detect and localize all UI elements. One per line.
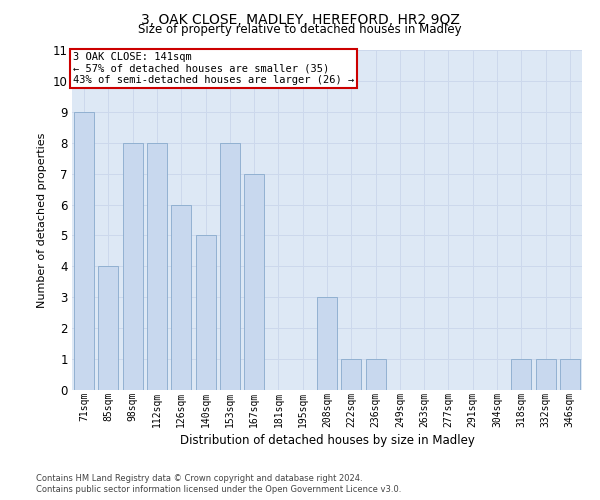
Text: 3, OAK CLOSE, MADLEY, HEREFORD, HR2 9QZ: 3, OAK CLOSE, MADLEY, HEREFORD, HR2 9QZ xyxy=(140,12,460,26)
Y-axis label: Number of detached properties: Number of detached properties xyxy=(37,132,47,308)
Bar xyxy=(365,359,386,390)
Bar xyxy=(341,359,361,390)
Text: Contains HM Land Registry data © Crown copyright and database right 2024.
Contai: Contains HM Land Registry data © Crown c… xyxy=(36,474,401,494)
Bar xyxy=(147,142,167,390)
Bar xyxy=(123,142,143,390)
Bar xyxy=(220,142,240,390)
Bar xyxy=(536,359,556,390)
Bar xyxy=(196,236,215,390)
Bar xyxy=(560,359,580,390)
Bar xyxy=(172,204,191,390)
Bar xyxy=(244,174,264,390)
Text: Size of property relative to detached houses in Madley: Size of property relative to detached ho… xyxy=(138,22,462,36)
Bar xyxy=(317,298,337,390)
Bar xyxy=(98,266,118,390)
Text: 3 OAK CLOSE: 141sqm
← 57% of detached houses are smaller (35)
43% of semi-detach: 3 OAK CLOSE: 141sqm ← 57% of detached ho… xyxy=(73,52,354,85)
Bar xyxy=(74,112,94,390)
Bar xyxy=(511,359,531,390)
X-axis label: Distribution of detached houses by size in Madley: Distribution of detached houses by size … xyxy=(179,434,475,446)
